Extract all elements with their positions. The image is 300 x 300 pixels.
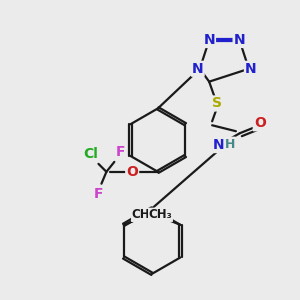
Text: S: S — [212, 97, 222, 110]
Text: Cl: Cl — [83, 147, 98, 161]
Text: CH₃: CH₃ — [148, 208, 172, 221]
Text: N: N — [245, 62, 256, 76]
Text: N: N — [234, 33, 245, 47]
Text: F: F — [94, 187, 103, 201]
Text: N: N — [192, 62, 204, 76]
Text: N: N — [203, 33, 215, 47]
Text: F: F — [116, 145, 125, 159]
Text: O: O — [126, 165, 138, 179]
Text: O: O — [254, 116, 266, 130]
Text: CH₃: CH₃ — [132, 208, 155, 221]
Text: N: N — [212, 138, 224, 152]
Text: H: H — [225, 138, 235, 151]
